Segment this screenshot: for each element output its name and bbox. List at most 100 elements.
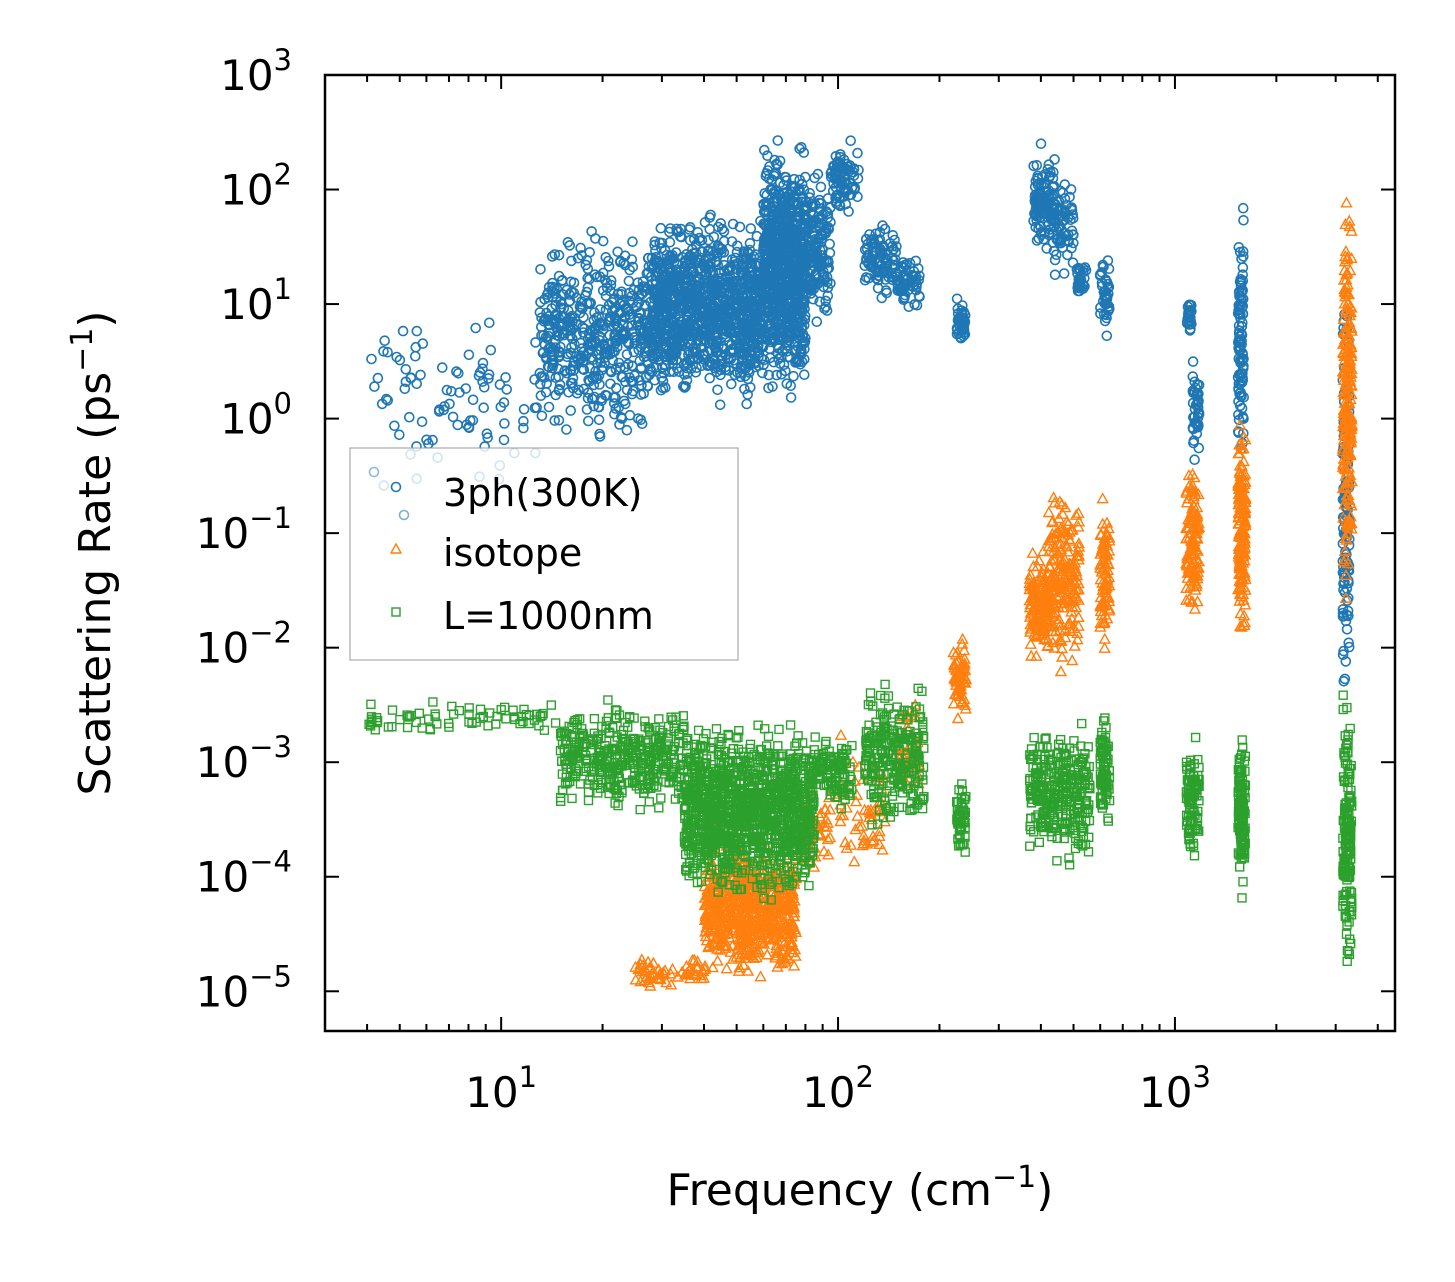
circle-point [627, 261, 639, 273]
circle-point [729, 327, 741, 339]
circle-point [720, 361, 731, 373]
circle-point [677, 380, 689, 392]
circle-point [650, 323, 661, 335]
circle-point [389, 420, 400, 432]
circle-point [534, 307, 546, 318]
circle-point [738, 246, 750, 258]
circle-point [744, 244, 756, 256]
circle-point [685, 363, 697, 375]
circle-point [597, 235, 609, 247]
circle-point [654, 281, 666, 292]
circle-point [772, 159, 783, 171]
circle-point [619, 361, 631, 373]
circle-point [727, 281, 739, 293]
circle-point [369, 381, 380, 392]
circle-point [728, 300, 740, 311]
circle-point [734, 343, 746, 354]
circle-point [616, 413, 628, 424]
circle-point [699, 309, 711, 321]
circle-point [415, 369, 426, 381]
circle-point [577, 321, 588, 333]
circle-point [589, 269, 601, 281]
circle-point [710, 288, 722, 300]
circle-point [744, 382, 756, 393]
circle-point [715, 324, 726, 336]
circle-point [732, 367, 743, 378]
circle-point [713, 267, 725, 278]
circle-point [686, 279, 698, 291]
circle-point [673, 326, 684, 337]
circle-point [535, 390, 547, 402]
circle-point [686, 300, 698, 311]
circle-point [772, 135, 784, 146]
circle-point [614, 419, 625, 430]
circle-point [441, 384, 453, 396]
circle-point [676, 231, 687, 243]
circle-point [723, 281, 735, 293]
circle-point [564, 316, 576, 328]
circle-point [655, 384, 667, 396]
circle-point [483, 373, 494, 384]
circle-point [648, 293, 660, 305]
circle-point [541, 378, 553, 389]
circle-point [682, 314, 694, 326]
circle-point [445, 385, 457, 397]
circle-point [679, 257, 691, 268]
circle-point [553, 249, 565, 261]
circle-point [536, 410, 548, 422]
circle-point [672, 340, 684, 352]
circle-point [708, 249, 720, 261]
circle-point [724, 270, 736, 282]
circle-point [649, 255, 661, 266]
circle-point [594, 304, 606, 315]
circle-point [712, 340, 724, 352]
circle-point [596, 364, 608, 376]
circle-point [662, 288, 674, 299]
circle-point [366, 353, 377, 365]
circle-point [403, 411, 415, 423]
circle-point [603, 261, 615, 272]
circle-point [748, 288, 760, 299]
circle-point [714, 399, 726, 411]
circle-point [574, 307, 586, 319]
circle-point [742, 290, 753, 302]
circle-point [716, 286, 728, 297]
circle-point [477, 363, 488, 375]
circle-point [530, 337, 541, 348]
circle-point [536, 312, 547, 324]
circle-point [688, 266, 699, 278]
circle-point [758, 144, 770, 156]
circle-point [633, 290, 645, 302]
circle-point [664, 273, 675, 285]
circle-point [734, 221, 746, 233]
circle-point [679, 273, 690, 285]
circle-point [464, 415, 476, 426]
circle-point [595, 345, 607, 356]
circle-point [626, 320, 638, 331]
circle-point [411, 325, 423, 337]
circle-point [470, 322, 482, 334]
circle-point [590, 324, 601, 336]
circle-point [543, 310, 555, 322]
circle-point [498, 434, 510, 446]
circle-point [405, 372, 417, 384]
circle-point [586, 393, 598, 405]
circle-point [716, 318, 727, 329]
circle-point [659, 340, 671, 352]
circle-point [656, 243, 667, 254]
circle-point [399, 383, 411, 395]
circle-point [618, 299, 630, 311]
circle-point [699, 217, 711, 228]
circle-point [690, 322, 702, 334]
circle-point [575, 242, 586, 254]
circle-point [647, 301, 659, 312]
circle-point [372, 372, 384, 384]
circle-point [648, 260, 660, 272]
circle-point [576, 343, 588, 354]
circle-point [518, 422, 529, 434]
circle-point [660, 301, 671, 312]
circle-point [652, 351, 663, 363]
circle-point [606, 366, 617, 378]
data-points-group [364, 135, 1358, 991]
circle-point [452, 419, 464, 431]
